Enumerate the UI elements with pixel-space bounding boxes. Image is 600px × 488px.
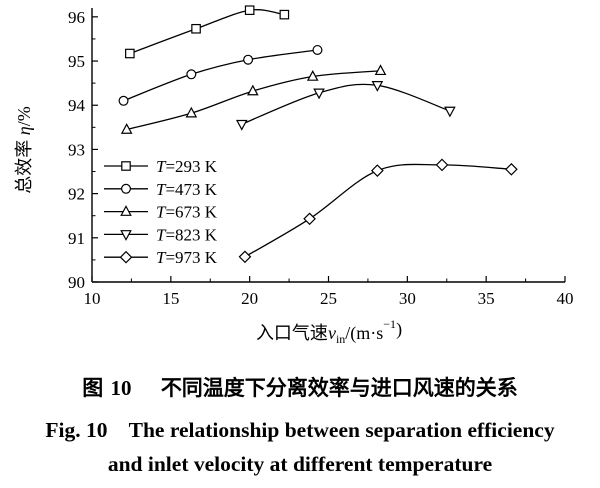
- legend-label-4: T=823 K: [156, 225, 218, 244]
- data-point-series-4: [313, 88, 325, 100]
- series-line-3: [126, 70, 381, 131]
- data-point-series-3: [374, 64, 387, 76]
- legend-label-3: T=673 K: [156, 203, 218, 222]
- x-tick-label: 30: [399, 289, 416, 308]
- y-tick-label: 93: [68, 140, 85, 159]
- data-point-series-1: [191, 23, 201, 34]
- data-point-series-1: [244, 5, 255, 16]
- caption-en-line1: Fig. 10 The relationship between separat…: [45, 418, 555, 442]
- data-point-series-5: [238, 250, 252, 264]
- legend-marker-1: [121, 161, 131, 171]
- data-point-series-2: [312, 44, 323, 55]
- chart-svg: 10 15 20 25 30 35 40 90 91 92 93 94 95 96 T=293 K T=47…: [14, 5, 574, 346]
- axis-labels: 入口气速vin/(m·s−1) 总效率 η/%: [14, 106, 402, 346]
- series-line-4: [241, 83, 451, 125]
- data-point-series-5: [435, 158, 449, 172]
- x-tick-label: 40: [557, 289, 574, 308]
- x-tick-label: 15: [162, 289, 179, 308]
- data-point-series-3: [306, 70, 319, 81]
- y-tick-label: 92: [68, 185, 85, 204]
- chart-area: 10 15 20 25 30 35 40 90 91 92 93 94 95 96 T=293 K T=47…: [14, 5, 574, 346]
- data-point-series-3: [247, 84, 259, 96]
- x-tick-label: 10: [84, 289, 101, 308]
- y-tick-label: 91: [68, 229, 85, 248]
- series-line-1: [129, 9, 285, 55]
- figure-caption-chinese: 图 10 不同温度下分离效率与进口风速的关系: [0, 372, 600, 402]
- legend-label-5: T=973 K: [156, 248, 218, 267]
- x-tick-label: 35: [478, 289, 495, 308]
- data-point-series-1: [279, 9, 290, 20]
- y-tick-label: 90: [68, 273, 85, 292]
- y-tick-label: 95: [68, 52, 85, 71]
- data-point-series-5: [505, 162, 518, 176]
- legend-marker-5: [119, 250, 133, 264]
- y-axis-label: 总效率 η/%: [14, 106, 35, 193]
- data-point-series-4: [235, 119, 248, 131]
- data-point-series-3: [120, 123, 133, 134]
- y-tick-label: 96: [68, 8, 85, 27]
- data-point-series-2: [243, 54, 254, 65]
- caption-en-line2: and inlet velocity at different temperat…: [107, 452, 493, 476]
- data-point-series-5: [303, 212, 316, 226]
- legend-label-2: T=473 K: [156, 180, 218, 199]
- axes: 10 15 20 25 30 35 40 90 91 92 93 94 95 96: [68, 8, 574, 308]
- data-point-series-4: [444, 106, 456, 118]
- data-point-series-2: [186, 69, 197, 80]
- figure-caption-english-line-2: and inlet velocity at different temperat…: [0, 452, 600, 477]
- legend-marker-4: [120, 230, 132, 241]
- data-point-series-5: [371, 164, 384, 177]
- x-tick-label: 25: [320, 289, 337, 308]
- caption-cn-label: 图: [82, 376, 104, 400]
- data-point-series-3: [185, 106, 198, 118]
- legend-label-1: T=293 K: [156, 157, 218, 176]
- caption-cn-text: 不同温度下分离效率与进口风速的关系: [160, 376, 518, 400]
- legend: T=293 K T=473 K T=673 K T=823 K T=973 K: [104, 157, 218, 267]
- data-point-series-4: [371, 81, 384, 92]
- data-point-series-2: [118, 95, 129, 106]
- series-line-2: [123, 49, 318, 102]
- data-point-series-1: [125, 48, 135, 59]
- x-tick-label: 20: [241, 289, 258, 308]
- figure-caption-english-line-1: Fig. 10 The relationship between separat…: [0, 418, 600, 443]
- series-line-5: [244, 163, 512, 258]
- markers: [118, 5, 518, 264]
- caption-cn-number: 10: [110, 376, 132, 400]
- legend-marker-3: [120, 205, 132, 216]
- y-tick-label: 94: [68, 96, 86, 115]
- x-axis-label: 入口气速vin/(m·s−1): [256, 317, 402, 346]
- legend-marker-2: [120, 183, 131, 194]
